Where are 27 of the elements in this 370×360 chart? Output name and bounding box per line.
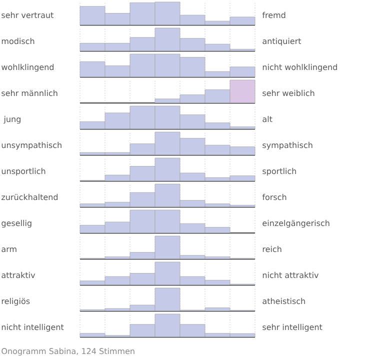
y-axis-title: jung: [4, 116, 20, 124]
y2-axis-title: antiquiert: [262, 38, 302, 46]
y-axis-title: sehr männlich: [2, 90, 58, 96]
y2-axis-title: alt: [262, 116, 272, 122]
y-axis-title: modisch: [2, 38, 34, 44]
y2-axis-title: nicht wohlklingend: [262, 64, 337, 72]
y-axis-title: sehr vertraut: [2, 12, 54, 18]
y2-axis-title: reich: [262, 246, 282, 252]
y-axis-title: zurückhaltend: [2, 194, 58, 200]
y-axis-title: nicht intelligent: [2, 324, 64, 332]
y-axis-title: unsympathisch: [2, 142, 62, 150]
y-axis-title: religiös: [2, 298, 30, 306]
y2-axis-title: sehr intelligent: [262, 324, 322, 332]
y2-axis-title: einzelgängerisch: [262, 220, 330, 228]
y2-axis-title: fremd: [262, 12, 286, 18]
y2-axis-title: sportlich: [262, 168, 296, 176]
y2-axis-title: sehr weiblich: [262, 90, 314, 96]
y-axis-title: unsportlich: [2, 168, 46, 176]
y2-axis-title: sympathisch: [262, 142, 312, 150]
y-axis-title: wohlklingend: [2, 64, 54, 72]
y2-axis-title: nicht attraktiv: [262, 272, 318, 278]
y2-axis-title: forsch: [262, 194, 286, 200]
text: Onogramm Sabina, 124 Stimmen: [2, 348, 134, 356]
y-axis-title: gesellig: [2, 220, 32, 228]
y2-axis-title: atheistisch: [262, 298, 305, 304]
y-axis-title: attraktiv: [2, 272, 36, 278]
y-axis-title: arm: [2, 248, 16, 252]
